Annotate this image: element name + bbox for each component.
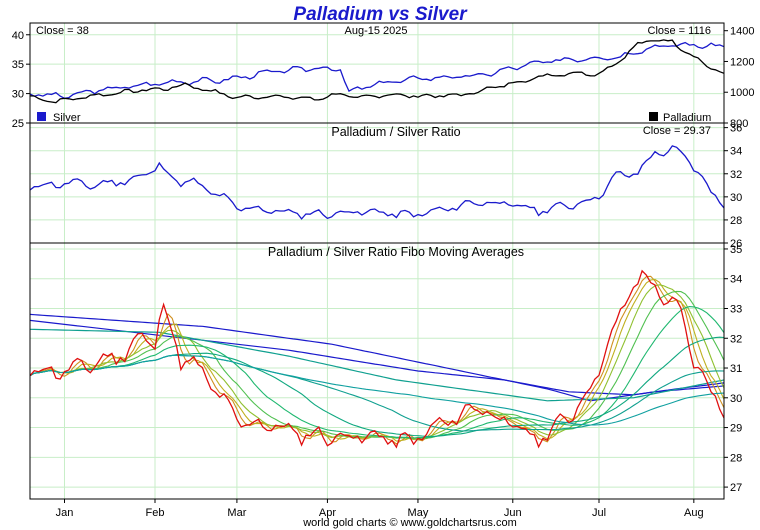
ratio-in-ma-panel-line [29, 269, 725, 449]
palladium-legend-swatch [649, 112, 658, 121]
y-tick-label: 26 [730, 238, 742, 250]
fibo-ma-21-line [29, 306, 725, 439]
long-ma-line-3 [29, 328, 725, 402]
y-tick-label: 29 [730, 423, 742, 435]
fibo-ma-panel: Palladium / Silver Ratio Fibo Moving Ave… [29, 245, 725, 449]
fibo-ma-3-line [29, 275, 725, 445]
y-tick-label: 33 [730, 303, 742, 315]
fibo-ma-89-line [29, 354, 725, 426]
date-label: Aug-15 2025 [345, 25, 408, 37]
y-tick-label: 800 [730, 118, 748, 130]
x-tick-label: May [408, 507, 429, 519]
y-tick-label: 34 [730, 274, 742, 286]
palladium-legend-label: Palladium [663, 112, 711, 124]
axis-ticks: 25 30 35 40 800 1000 1200 1400 26 28 30 32 34 36 27 28 2… [12, 26, 755, 494]
y-tick-label: 25 [12, 118, 24, 130]
fibo-ma-13-line [29, 290, 725, 439]
y-tick-label: 1000 [730, 87, 754, 99]
y-tick-label: 30 [730, 192, 742, 204]
y-tick-label: 35 [730, 244, 742, 256]
x-tick-label: Aug [684, 507, 704, 519]
close-right-label: Close = 1116 [648, 25, 712, 37]
ratio-panel-label: Palladium / Silver Ratio [331, 125, 460, 139]
x-tick-label: Apr [319, 507, 336, 519]
fibo-panel-label: Palladium / Silver Ratio Fibo Moving Ave… [268, 245, 524, 259]
silver-series-line [29, 41, 725, 99]
y-tick-label: 34 [730, 146, 742, 158]
long-moving-averages [29, 313, 725, 402]
y-tick-label: 27 [730, 482, 742, 494]
palladium-series-line [29, 39, 725, 104]
ratio-close-label: Close = 29.37 [643, 125, 711, 137]
y-tick-label: 32 [730, 169, 742, 181]
short-moving-averages [29, 275, 725, 445]
long-ma-line-2 [29, 313, 725, 402]
x-axis-ticks: Jan Feb Mar Apr May Jun Jul Aug [56, 499, 704, 519]
y-tick-label: 32 [730, 333, 742, 345]
chart-title: Palladium vs Silver [293, 4, 468, 25]
fibo-ma-55-line [29, 354, 725, 432]
y-tick-label: 35 [12, 59, 24, 71]
ratio-panel-frame [29, 122, 725, 244]
grid-lines [30, 23, 724, 499]
y-tick-label: 36 [730, 123, 742, 135]
x-tick-label: Jan [56, 507, 74, 519]
y-tick-label: 40 [12, 30, 24, 42]
y-tick-label: 28 [730, 452, 742, 464]
close-left-label: Close = 38 [36, 25, 89, 37]
fibo-ma-5-line [29, 278, 725, 442]
price-panel: Close = 38 Aug-15 2025 Close = 1116 Silv… [29, 25, 725, 124]
x-tick-label: Feb [146, 507, 165, 519]
x-tick-label: Mar [227, 507, 246, 519]
footer-credit: world gold charts © www.goldchartsrus.co… [302, 517, 517, 529]
x-tick-label: Jul [592, 507, 606, 519]
y-tick-label: 1200 [730, 56, 754, 68]
y-tick-label: 30 [12, 89, 24, 101]
y-tick-label: 1400 [730, 26, 754, 38]
ratio-series-line [29, 145, 725, 220]
silver-legend-label: Silver [53, 112, 81, 124]
x-tick-label: Jun [504, 507, 522, 519]
y-tick-label: 31 [730, 363, 742, 375]
price-panel-frame [29, 22, 725, 124]
fibo-panel-frame [29, 242, 725, 500]
y-tick-label: 30 [730, 393, 742, 405]
y-tick-label: 28 [730, 215, 742, 227]
silver-legend-swatch [37, 112, 46, 121]
ratio-panel: Palladium / Silver Ratio Close = 29.37 [29, 125, 725, 220]
